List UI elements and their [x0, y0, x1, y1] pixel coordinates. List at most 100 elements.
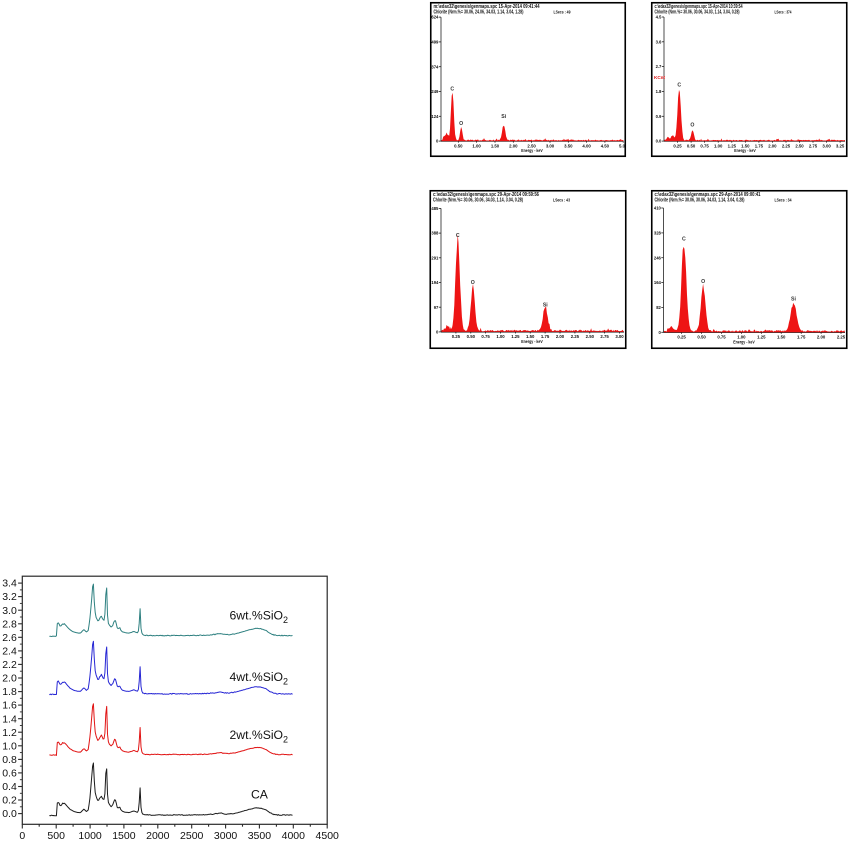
svg-text:388: 388 — [431, 231, 439, 236]
svg-text:499: 499 — [431, 40, 439, 45]
svg-text:291: 291 — [431, 255, 439, 260]
svg-text:2.00: 2.00 — [817, 335, 826, 340]
svg-text:0.75: 0.75 — [481, 334, 490, 339]
svg-text:2500: 2500 — [180, 830, 204, 842]
svg-text:1.4: 1.4 — [2, 713, 17, 725]
svg-text:1.25: 1.25 — [757, 335, 766, 340]
svg-text:Energy - keV: Energy - keV — [521, 148, 543, 154]
svg-text:O: O — [701, 279, 705, 285]
svg-text:1.6: 1.6 — [2, 700, 17, 712]
svg-text:0.8: 0.8 — [2, 754, 17, 766]
svg-text:4wt.%SiO2: 4wt.%SiO2 — [230, 670, 289, 686]
svg-text:410: 410 — [654, 206, 662, 211]
svg-text:0: 0 — [436, 330, 439, 335]
svg-text:2.50: 2.50 — [527, 143, 536, 148]
svg-text:1.0: 1.0 — [2, 740, 17, 752]
svg-text:2.25: 2.25 — [837, 335, 846, 340]
svg-text:0.25: 0.25 — [673, 143, 682, 148]
svg-text:1.2: 1.2 — [2, 727, 17, 739]
svg-text:3.0: 3.0 — [2, 605, 17, 617]
svg-text:1.25: 1.25 — [511, 334, 520, 339]
svg-text:1.00: 1.00 — [496, 334, 505, 339]
svg-text:1000: 1000 — [78, 830, 102, 842]
svg-text:4.00: 4.00 — [582, 143, 591, 148]
svg-text:1.75: 1.75 — [755, 143, 764, 148]
svg-text:1.75: 1.75 — [797, 335, 806, 340]
svg-text:0.50: 0.50 — [467, 334, 476, 339]
svg-text:LSecs : 374: LSecs : 374 — [775, 9, 792, 14]
svg-text:O: O — [690, 123, 694, 129]
svg-text:Chlorite (Nrm.%= 30.06, 30.06: Chlorite (Nrm.%= 30.06, 30.06, 34.03, 1.… — [655, 197, 745, 203]
svg-text:3000: 3000 — [214, 830, 238, 842]
svg-text:3.00: 3.00 — [615, 334, 624, 339]
svg-text:Si: Si — [791, 297, 796, 303]
svg-text:485: 485 — [431, 206, 439, 211]
svg-text:1.00: 1.00 — [714, 143, 723, 148]
svg-text:2.50: 2.50 — [795, 143, 804, 148]
svg-text:4500: 4500 — [316, 830, 340, 842]
svg-text:3.50: 3.50 — [564, 143, 573, 148]
svg-text:0.6: 0.6 — [2, 768, 17, 780]
svg-text:Chlorite (Nrm.%= 30.06, 30.06: Chlorite (Nrm.%= 30.06, 30.06, 34.03, 1.… — [655, 9, 740, 15]
svg-text:2.0: 2.0 — [2, 673, 17, 685]
svg-text:2.4: 2.4 — [2, 646, 17, 658]
svg-text:3.2: 3.2 — [2, 591, 17, 603]
svg-text:2.00: 2.00 — [509, 143, 518, 148]
svg-text:6wt.%SiO2: 6wt.%SiO2 — [230, 609, 289, 625]
svg-text:2.75: 2.75 — [809, 143, 818, 148]
svg-text:3.00: 3.00 — [822, 143, 831, 148]
svg-text:2.6: 2.6 — [2, 632, 17, 644]
svg-text:3500: 3500 — [248, 830, 272, 842]
svg-text:Energy - keV: Energy - keV — [733, 339, 755, 345]
svg-text:2.00: 2.00 — [768, 143, 777, 148]
svg-text:LSecs : 49: LSecs : 49 — [554, 9, 571, 14]
svg-text:Si: Si — [543, 303, 548, 309]
svg-text:c:\edax32\genesis\genmaps.spc: c:\edax32\genesis\genmaps.spc 29-Apr-201… — [433, 192, 539, 198]
svg-text:0.50: 0.50 — [687, 143, 696, 148]
svg-text:2.2: 2.2 — [2, 659, 17, 671]
svg-text:Energy - keV: Energy - keV — [734, 148, 756, 154]
svg-text:Energy - keV: Energy - keV — [521, 339, 543, 345]
svg-text:C: C — [682, 237, 686, 243]
svg-text:0: 0 — [659, 330, 662, 335]
svg-text:500: 500 — [47, 830, 65, 842]
svg-text:CA: CA — [251, 788, 269, 802]
svg-text:2.50: 2.50 — [586, 334, 595, 339]
svg-text:1.50: 1.50 — [526, 334, 535, 339]
svg-text:4.5: 4.5 — [656, 15, 662, 20]
svg-text:O: O — [471, 280, 475, 286]
svg-text:2000: 2000 — [146, 830, 170, 842]
svg-text:3.6: 3.6 — [656, 39, 662, 44]
svg-text:249: 249 — [431, 89, 439, 94]
svg-text:1500: 1500 — [112, 830, 136, 842]
svg-text:2wt.%SiO2: 2wt.%SiO2 — [230, 728, 289, 744]
svg-text:1.50: 1.50 — [491, 143, 500, 148]
svg-text:4000: 4000 — [282, 830, 306, 842]
svg-text:c:\edax32\genesis\genmaps.spc: c:\edax32\genesis\genmaps.spc 29-Apr-201… — [655, 192, 761, 198]
svg-text:0.75: 0.75 — [700, 143, 709, 148]
svg-text:1.8: 1.8 — [2, 686, 17, 698]
svg-text:0.4: 0.4 — [2, 781, 17, 793]
svg-text:374: 374 — [431, 64, 439, 69]
svg-text:c:\edax32\genesis\genmaps.spc: c:\edax32\genesis\genmaps.spc 15-Apr-201… — [655, 4, 743, 10]
svg-text:2.25: 2.25 — [571, 334, 580, 339]
svg-text:Chlorite (Nrm.%= 30.06, 30.06: Chlorite (Nrm.%= 30.06, 30.06, 34.03, 1.… — [433, 197, 523, 203]
svg-text:0.25: 0.25 — [677, 335, 686, 340]
svg-text:m:\edax32\genesis\genmaps.spc: m:\edax32\genesis\genmaps.spc 15-Apr-201… — [434, 4, 540, 10]
svg-text:3.00: 3.00 — [546, 143, 555, 148]
svg-text:1.25: 1.25 — [728, 143, 737, 148]
svg-text:2.00: 2.00 — [556, 334, 565, 339]
svg-text:C: C — [456, 233, 460, 239]
svg-text:97: 97 — [434, 305, 439, 310]
svg-text:624: 624 — [431, 15, 439, 20]
svg-text:4.50: 4.50 — [601, 143, 610, 148]
svg-text:1.50: 1.50 — [741, 143, 750, 148]
svg-text:0.2: 0.2 — [2, 795, 17, 807]
svg-text:2.7: 2.7 — [656, 64, 662, 69]
svg-text:0.9: 0.9 — [656, 114, 662, 119]
svg-text:0: 0 — [436, 139, 439, 144]
svg-text:0.0: 0.0 — [2, 808, 17, 820]
svg-text:0.25: 0.25 — [452, 334, 461, 339]
svg-text:328: 328 — [654, 231, 662, 236]
svg-text:0.50: 0.50 — [454, 143, 463, 148]
